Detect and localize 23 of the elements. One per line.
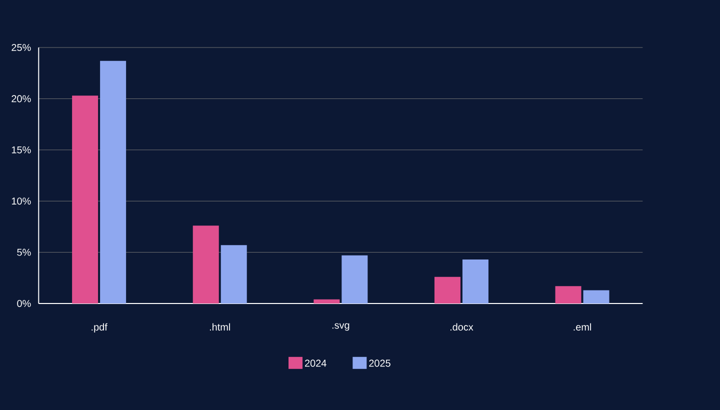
bar <box>314 299 340 304</box>
y-tick-label: 5% <box>17 248 31 256</box>
bar <box>100 60 126 304</box>
x-tick-label: .docx <box>450 323 474 331</box>
x-tick-label: .pdf <box>92 323 108 333</box>
x-tick-label: .svg <box>332 323 350 331</box>
bar <box>434 276 460 304</box>
bar <box>220 245 247 304</box>
y-tick-label: 0% <box>17 300 31 308</box>
bar <box>555 286 582 304</box>
y-tick-label: 15% <box>12 146 31 154</box>
bar <box>192 226 219 304</box>
y-tick-label: 25% <box>12 44 31 52</box>
legend-label: 2025 <box>369 360 390 367</box>
y-tick-label: 10% <box>12 198 31 205</box>
bar <box>462 259 488 304</box>
bar <box>342 255 368 304</box>
y-tick-label: 20% <box>12 95 31 102</box>
x-tick-label: .eml <box>574 323 592 331</box>
bar <box>72 96 98 304</box>
legend-label: 2024 <box>305 360 326 367</box>
x-tick-label: .html <box>210 323 230 331</box>
bar <box>583 290 610 304</box>
